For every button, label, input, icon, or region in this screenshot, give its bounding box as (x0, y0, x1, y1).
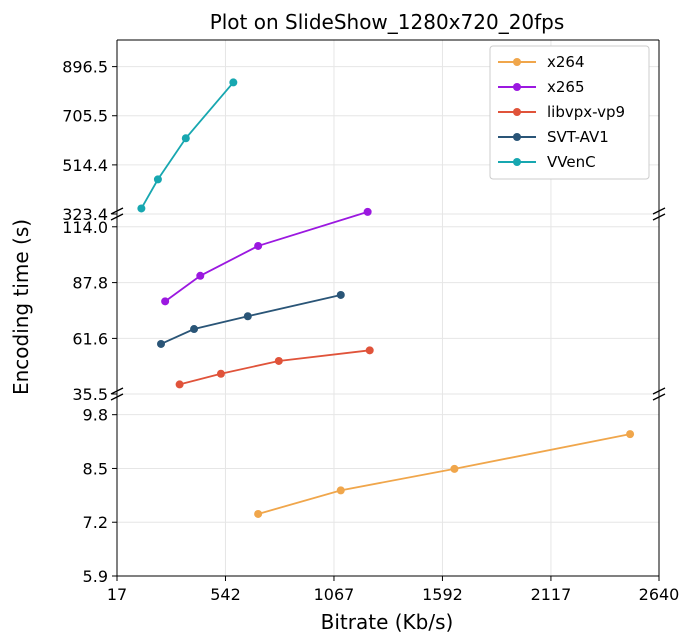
data-point-x264 (626, 430, 635, 439)
series-line-x264 (257, 433, 631, 515)
data-point-x265 (161, 297, 170, 306)
x-tick-label: 1592 (422, 585, 463, 604)
axis-break-mark (652, 213, 666, 221)
axis-break-mark (110, 213, 124, 221)
y-tick-label: 9.8 (83, 406, 108, 425)
x-tick-label: 2640 (639, 585, 680, 604)
legend-label: x264 (547, 53, 585, 71)
axis-break-mark (652, 207, 666, 215)
legend-label: x265 (547, 78, 585, 96)
data-point-x264 (336, 486, 345, 495)
axis-break-mark (110, 387, 124, 395)
x-tick-label: 17 (107, 585, 127, 604)
data-point-libvpx-vp9 (216, 369, 225, 378)
data-point-SVT-AV1 (190, 325, 199, 334)
axis-break-mark (652, 387, 666, 395)
data-point-x264 (450, 464, 459, 473)
y-tick-label: 323.4 (62, 205, 108, 224)
data-point-x265 (254, 241, 263, 250)
data-point-x265 (196, 271, 205, 280)
x-tick-label: 2117 (531, 585, 572, 604)
legend-label: VVenC (547, 153, 596, 171)
x-axis-label: Bitrate (Kb/s) (321, 610, 454, 634)
series-line-VVenC (140, 81, 235, 209)
legend-swatch-marker (513, 83, 521, 91)
series-line-libvpx-vp9 (179, 349, 370, 386)
data-point-VVenC (137, 204, 146, 213)
y-tick-label: 61.6 (72, 329, 108, 348)
y-axis-label: Encoding time (s) (9, 219, 33, 395)
legend-label: libvpx-vp9 (547, 103, 625, 121)
y-tick-label: 35.5 (72, 385, 108, 404)
y-tick-label: 514.4 (62, 156, 108, 175)
legend-box (489, 45, 650, 180)
axis-break-mark (652, 393, 666, 401)
series-line-x265 (164, 211, 368, 303)
legend-swatch-marker (513, 58, 521, 66)
series-layer (137, 78, 635, 518)
axis-break-mark (110, 207, 124, 215)
y-tick-label: 896.5 (62, 58, 108, 77)
tick-labels: 17 542 1067 1592 2117 2640 323.4 514.4 705.5 896.… (62, 58, 679, 604)
y-tick-label: 8.5 (83, 459, 108, 478)
data-point-VVenC (229, 78, 238, 87)
legend-swatch-marker (513, 133, 521, 141)
y-tick-label: 705.5 (62, 107, 108, 126)
axes (110, 39, 666, 581)
data-point-libvpx-vp9 (274, 356, 283, 365)
legend-swatch-marker (513, 108, 521, 116)
data-point-libvpx-vp9 (175, 380, 184, 389)
series-line-SVT-AV1 (160, 294, 341, 345)
axis-break-mark (110, 393, 124, 401)
y-tick-label: 7.2 (83, 513, 108, 532)
x-tick-label: 542 (210, 585, 241, 604)
y-tick-label: 87.8 (72, 274, 108, 293)
data-point-VVenC (153, 175, 162, 184)
data-point-VVenC (181, 134, 190, 143)
legend: x264 x265 libvpx-vp9 SVT-AV1 VVenC (489, 45, 650, 180)
x-tick-label: 1067 (314, 585, 355, 604)
y-tick-label: 5.9 (83, 567, 108, 586)
chart-title: Plot on SlideShow_1280x720_20fps (210, 10, 565, 34)
legend-swatch-marker (513, 158, 521, 166)
data-point-x265 (363, 207, 372, 216)
data-point-libvpx-vp9 (365, 346, 374, 355)
data-point-SVT-AV1 (243, 312, 252, 321)
y-tick-label: 114.0 (62, 218, 108, 237)
data-point-SVT-AV1 (157, 339, 166, 348)
data-point-x264 (254, 509, 263, 518)
data-point-SVT-AV1 (336, 290, 345, 299)
legend-label: SVT-AV1 (547, 128, 609, 146)
